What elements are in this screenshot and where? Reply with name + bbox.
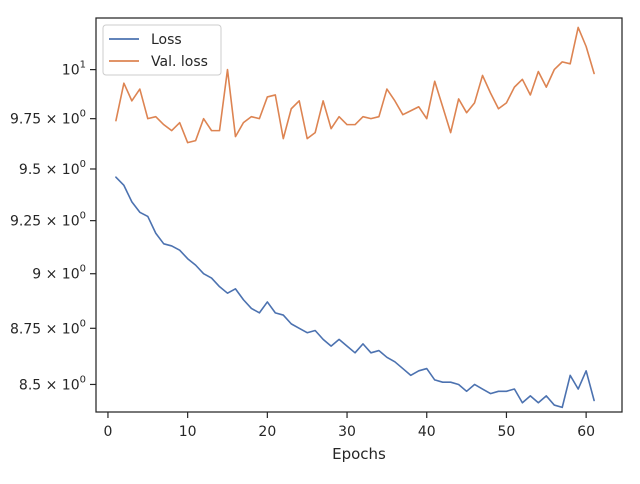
series-layer	[115, 26, 595, 409]
x-tick-label: 10	[179, 424, 197, 440]
x-tick-label: 30	[338, 424, 356, 440]
series-line-val-loss	[115, 26, 595, 144]
y-tick-label: 9.5 × 100	[19, 159, 86, 178]
x-tick-label: 50	[498, 424, 516, 440]
x-tick-label: 60	[577, 424, 595, 440]
y-tick-label: 9 × 100	[32, 264, 86, 283]
x-tick-label: 40	[418, 424, 436, 440]
y-tick-label: 9.25 × 100	[10, 211, 86, 230]
x-axis-label: Epochs	[332, 445, 386, 463]
legend-label: Val. loss	[151, 54, 208, 70]
series-line-loss	[115, 176, 595, 409]
y-tick-label: 101	[62, 60, 86, 79]
plot-frame	[95, 17, 623, 413]
y-tick-label: 8.75 × 100	[10, 318, 86, 337]
x-ticks: 0 10 20 30 40 50 60	[103, 412, 595, 440]
x-tick-label: 20	[258, 424, 276, 440]
legend-frame	[102, 24, 222, 76]
plot-background	[96, 18, 622, 412]
legend: Loss Val. loss	[102, 24, 222, 76]
y-ticks: 8.5 × 100 8.75 × 100 9 × 100 9.25 × 100 9.5 …	[10, 60, 96, 393]
y-tick-label: 9.75 × 100	[10, 109, 86, 128]
y-tick-label: 8.5 × 100	[19, 374, 86, 393]
legend-label: Loss	[151, 32, 182, 48]
x-tick-label: 0	[103, 424, 112, 440]
